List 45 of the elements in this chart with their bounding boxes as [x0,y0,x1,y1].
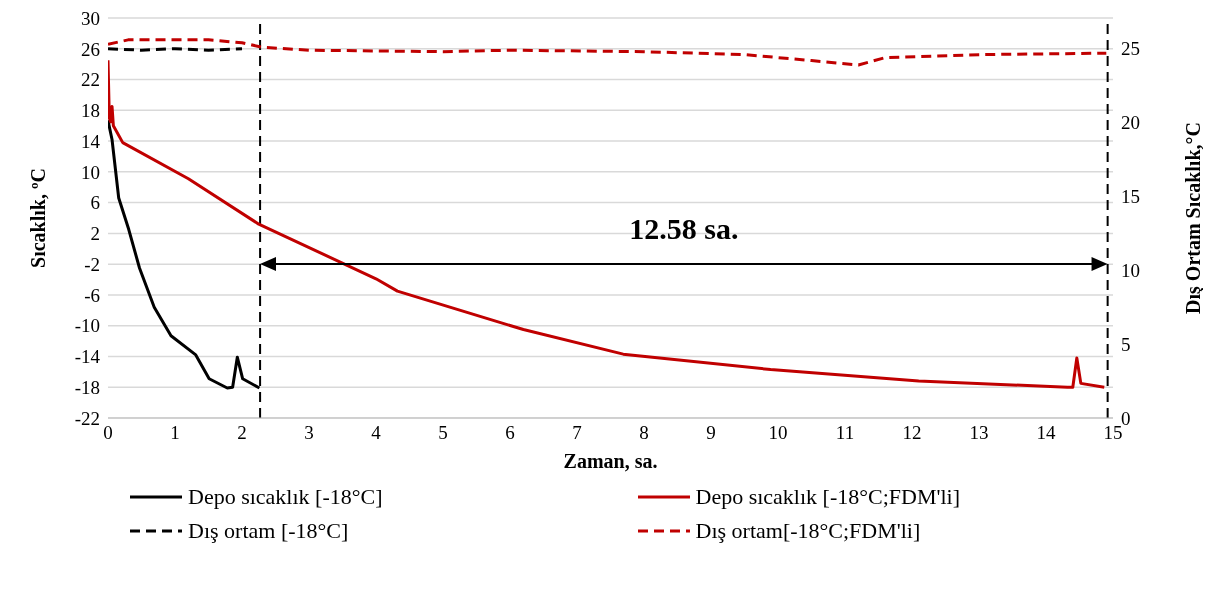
x-tick-label: 2 [237,422,247,444]
y-tick-label: 26 [81,38,100,60]
y-tick-label: 6 [90,192,100,214]
y-tick-label: 18 [81,100,100,122]
x-tick-label: 0 [103,422,113,444]
x-tick-label: 14 [1036,422,1056,444]
x-tick-label: 10 [768,422,788,444]
legend-label: Dış ortam [-18°C] [188,518,349,544]
y2-tick-label: 20 [1121,112,1140,134]
legend-label: Depo sıcaklık [-18°C;FDM'li] [695,484,961,510]
x-tick-label: 3 [304,422,314,444]
legend-label: Depo sıcaklık [-18°C] [188,484,383,510]
y-axis-title: Sıcaklık, ºC [27,168,50,268]
line-series [108,38,1108,67]
x-tick-label: 8 [639,422,649,444]
x-tick-label: 13 [969,422,989,444]
y2-tick-label: 10 [1121,260,1140,282]
x-tick-label: 12 [902,422,922,444]
x-tick-label: 15 [1103,422,1123,444]
x-tick-label: 7 [572,422,582,444]
y-tick-label: 22 [81,69,100,91]
x-tick-label: 9 [706,422,716,444]
x-tick-label: 11 [835,422,855,444]
y2-tick-label: 0 [1121,407,1131,429]
y-tick-label: -18 [74,376,100,398]
y-tick-label: 10 [81,161,100,183]
y-tick-label: 30 [81,7,100,29]
y-tick-label: 14 [81,130,101,152]
y2-tick-label: 5 [1121,333,1131,355]
x-tick-label: 4 [371,422,382,444]
x-axis-title: Zaman, sa. [563,450,658,472]
y2-tick-label: 15 [1121,186,1140,208]
y2-tick-label: 25 [1121,38,1140,60]
x-tick-label: 1 [170,422,180,444]
y-tick-label: -22 [74,407,100,429]
y-tick-label: -14 [74,346,101,368]
y-tick-label: 2 [90,223,100,245]
y-tick-label: -2 [84,253,100,275]
line-series [108,58,1106,389]
y-tick-label: -10 [74,315,100,337]
annotation: 12.58 sa. [628,212,740,246]
x-tick-label: 5 [438,422,448,444]
y-tick-label: -6 [84,284,100,306]
legend-label: Dış ortam[-18°C;FDM'li] [695,518,921,544]
x-tick-label: 6 [505,422,515,444]
